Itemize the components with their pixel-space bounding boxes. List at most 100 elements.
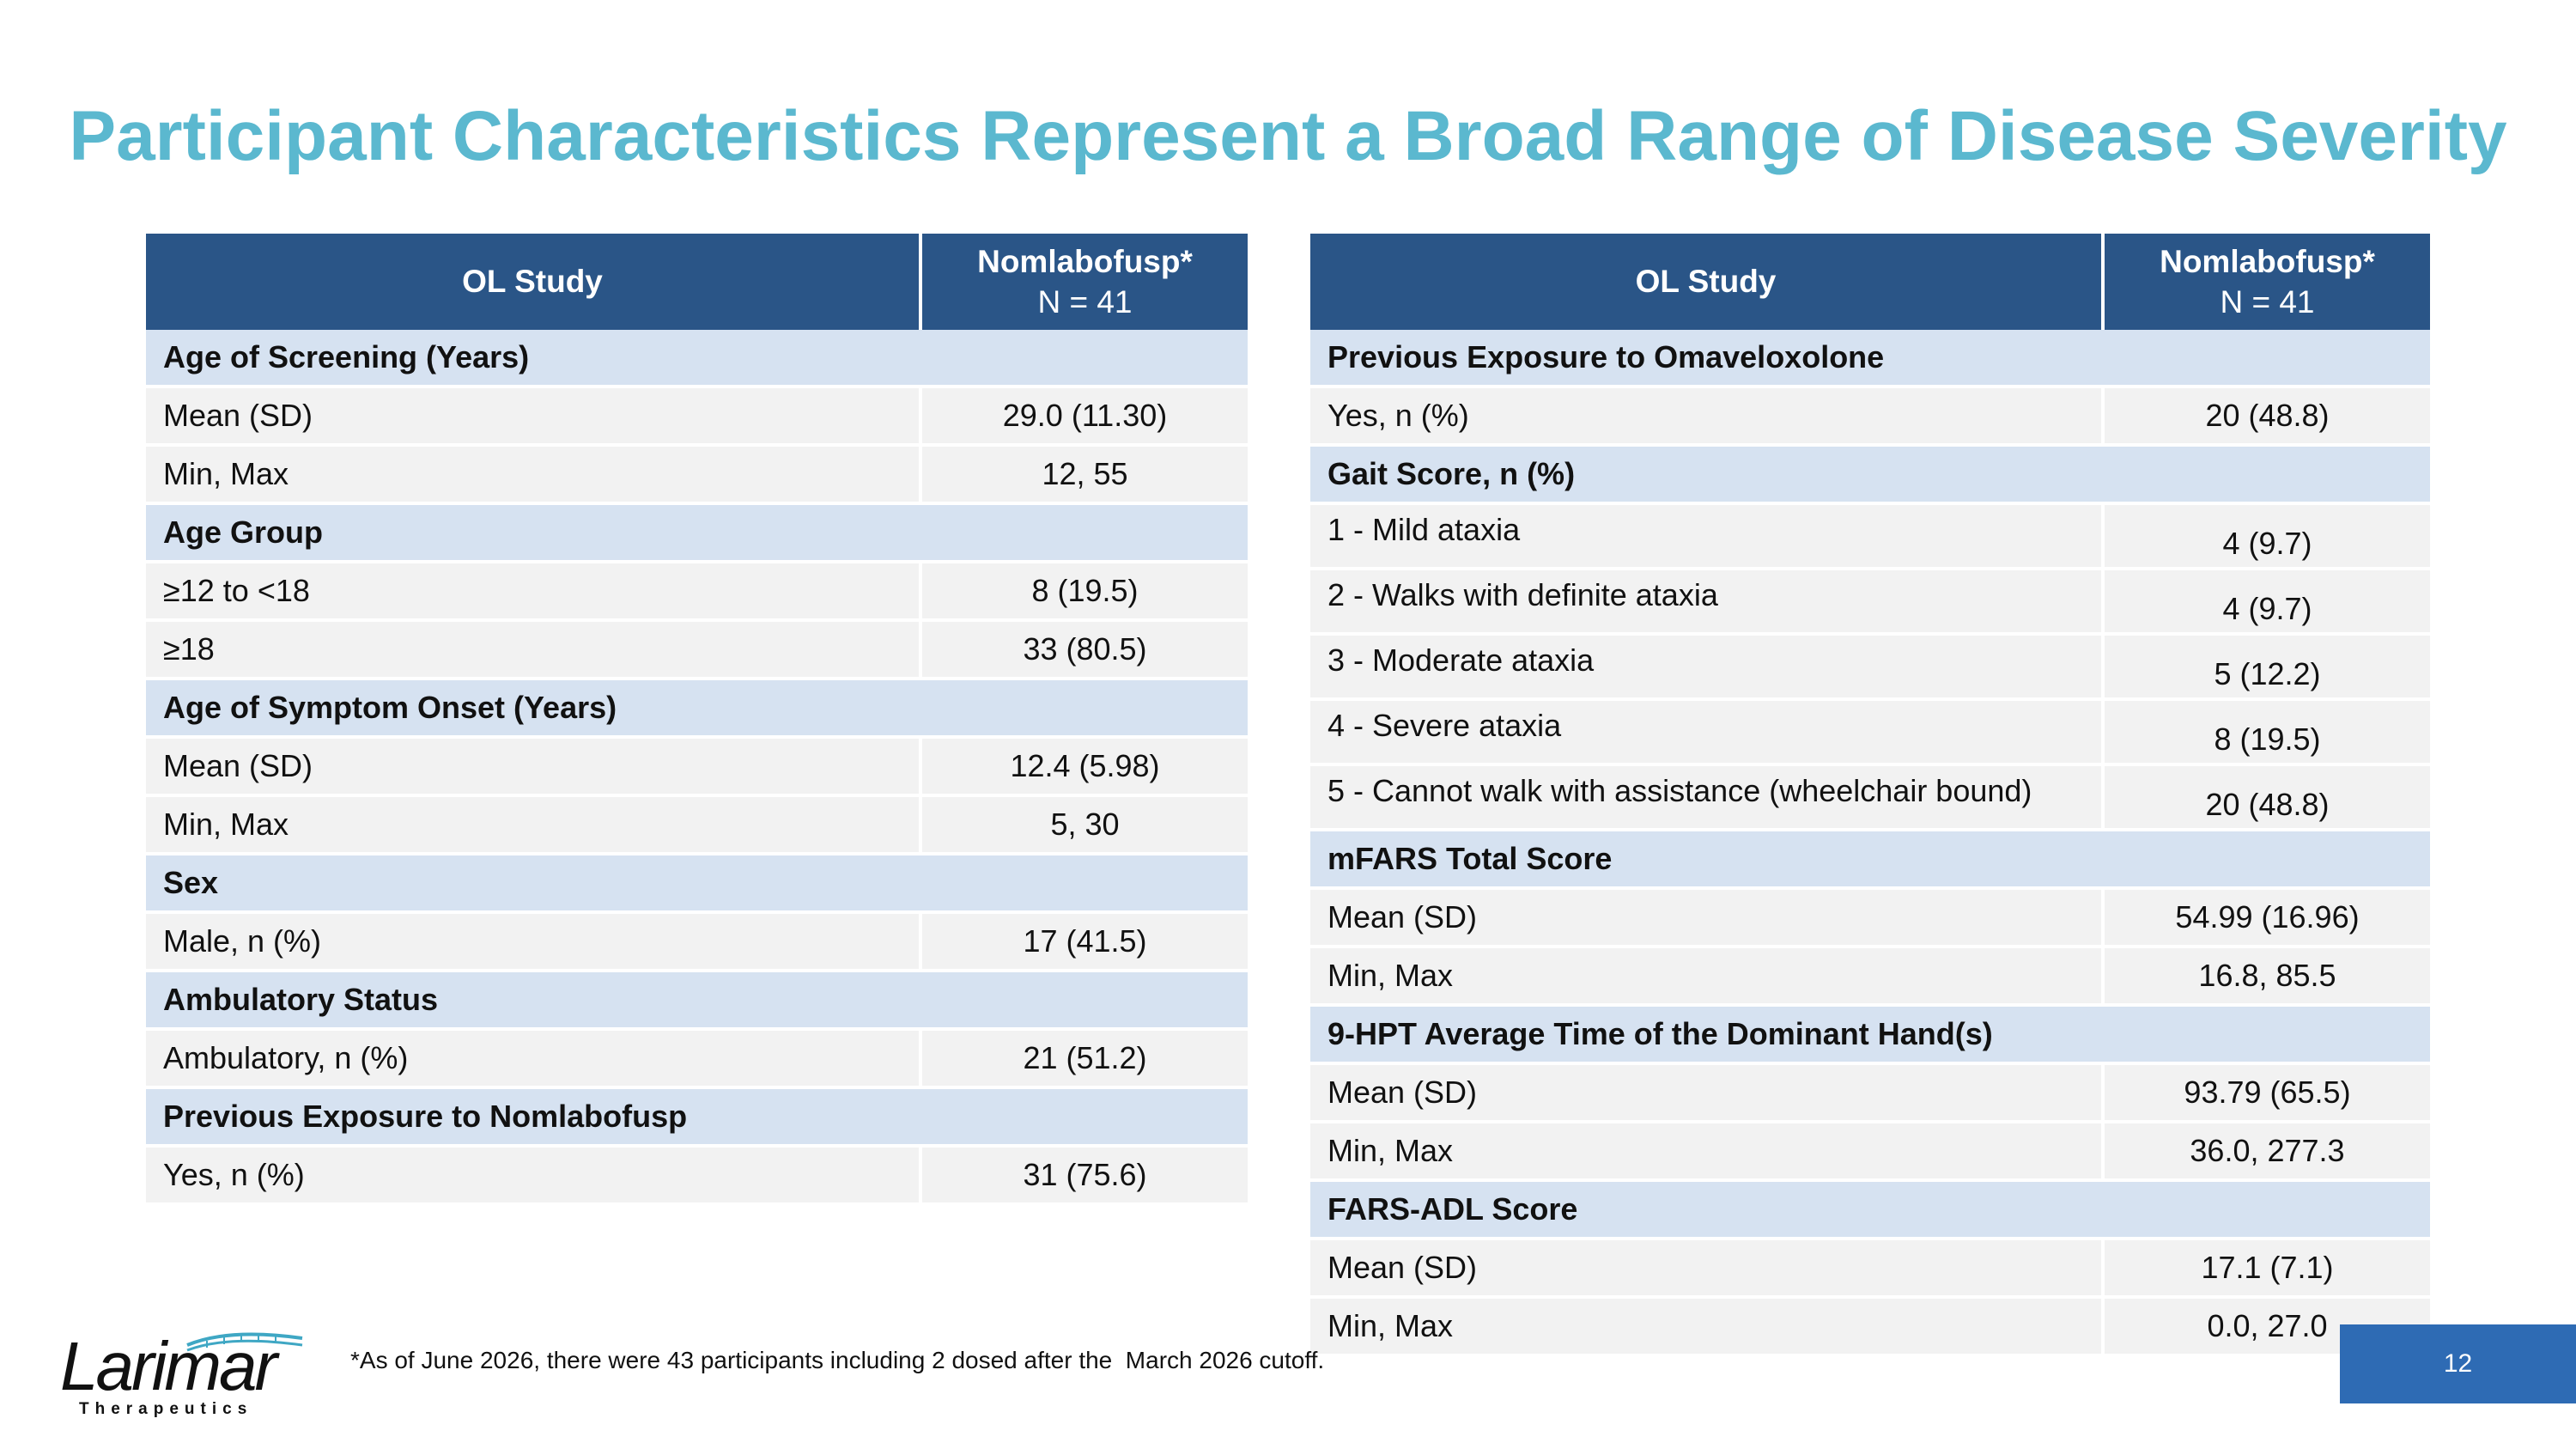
characteristics-table-left: OL Study Nomlabofusp* N = 41 Age of Scre… xyxy=(146,234,1248,1206)
row-label: ≥18 xyxy=(146,620,922,680)
section-label: 9-HPT Average Time of the Dominant Hand(… xyxy=(1310,1005,2430,1065)
row-label: 5 - Cannot walk with assistance (wheelch… xyxy=(1310,764,2105,831)
table-row: Mean (SD) 54.99 (16.96) xyxy=(1310,888,2430,948)
column-header-treatment: Nomlabofusp* N = 41 xyxy=(920,234,1248,330)
section-header-row: Previous Exposure to Omaveloxolone xyxy=(1310,330,2430,388)
row-label: Min, Max xyxy=(1310,1122,2105,1182)
table-row: Mean (SD) 29.0 (11.30) xyxy=(146,387,1248,447)
table-row: ≥18 33 (80.5) xyxy=(146,620,1248,680)
section-header-row: Age of Screening (Years) xyxy=(146,330,1248,388)
section-header-row: mFARS Total Score xyxy=(1310,830,2430,890)
section-header-row: FARS-ADL Score xyxy=(1310,1180,2430,1240)
table-header-row: OL Study Nomlabofusp* N = 41 xyxy=(146,234,1248,330)
row-value: 4 (9.7) xyxy=(2103,569,2430,636)
row-label: Yes, n (%) xyxy=(1310,387,2105,447)
section-label: Age Group xyxy=(146,503,1248,563)
row-label: Min, Max xyxy=(146,795,922,855)
row-value: 12.4 (5.98) xyxy=(920,737,1248,797)
section-header-row: Age of Symptom Onset (Years) xyxy=(146,679,1248,739)
row-label: Min, Max xyxy=(1310,947,2105,1007)
section-header-row: Previous Exposure to Nomlabofusp xyxy=(146,1087,1248,1148)
section-label: Ambulatory Status xyxy=(146,971,1248,1031)
row-value: 17 (41.5) xyxy=(920,912,1248,972)
table-row: Min, Max 36.0, 277.3 xyxy=(1310,1122,2430,1182)
slide-title: Participant Characteristics Represent a … xyxy=(69,97,2507,175)
table-row: Male, n (%) 17 (41.5) xyxy=(146,912,1248,972)
treatment-name: Nomlabofusp* xyxy=(2160,243,2375,279)
treatment-n: N = 41 xyxy=(2220,284,2315,320)
table-row: 4 - Severe ataxia 8 (19.5) xyxy=(1310,699,2430,766)
table-row: 5 - Cannot walk with assistance (wheelch… xyxy=(1310,764,2430,831)
table-row: 2 - Walks with definite ataxia 4 (9.7) xyxy=(1310,569,2430,636)
section-header-row: Gait Score, n (%) xyxy=(1310,445,2430,505)
logo-accent-mark xyxy=(186,1332,303,1352)
row-value: 17.1 (7.1) xyxy=(2103,1239,2430,1299)
section-label: Sex xyxy=(146,854,1248,914)
table-row: Yes, n (%) 20 (48.8) xyxy=(1310,387,2430,447)
logo-wordmark: Larimar xyxy=(60,1328,281,1404)
row-label: 2 - Walks with definite ataxia xyxy=(1310,569,2105,636)
row-label: Mean (SD) xyxy=(1310,888,2105,948)
row-value: 20 (48.8) xyxy=(2103,387,2430,447)
footnote: *As of June 2026, there were 43 particip… xyxy=(350,1347,1325,1373)
larimar-logo: Larimar Therapeutics xyxy=(60,1328,303,1417)
row-label: Mean (SD) xyxy=(146,737,922,797)
treatment-name: Nomlabofusp* xyxy=(977,243,1193,279)
row-value: 33 (80.5) xyxy=(920,620,1248,680)
row-label: Male, n (%) xyxy=(146,912,922,972)
page-number: 12 xyxy=(2443,1349,2473,1378)
table-row: Mean (SD) 12.4 (5.98) xyxy=(146,737,1248,797)
row-value: 31 (75.6) xyxy=(920,1146,1248,1206)
row-value: 4 (9.7) xyxy=(2103,503,2430,570)
row-value: 93.79 (65.5) xyxy=(2103,1063,2430,1123)
row-label: Mean (SD) xyxy=(146,387,922,447)
table-row: ≥12 to <18 8 (19.5) xyxy=(146,562,1248,622)
table-row: 3 - Moderate ataxia 5 (12.2) xyxy=(1310,634,2430,701)
table-row: Min, Max 0.0, 27.0 xyxy=(1310,1297,2430,1357)
row-value: 29.0 (11.30) xyxy=(920,387,1248,447)
table-row: Yes, n (%) 31 (75.6) xyxy=(146,1146,1248,1206)
row-label: Mean (SD) xyxy=(1310,1239,2105,1299)
row-value: 16.8, 85.5 xyxy=(2103,947,2430,1007)
row-label: Mean (SD) xyxy=(1310,1063,2105,1123)
column-header-study: OL Study xyxy=(146,234,922,330)
row-label: 4 - Severe ataxia xyxy=(1310,699,2105,766)
table-row: Min, Max 16.8, 85.5 xyxy=(1310,947,2430,1007)
row-value: 8 (19.5) xyxy=(920,562,1248,622)
table-row: Min, Max 12, 55 xyxy=(146,445,1248,505)
section-label: Previous Exposure to Nomlabofusp xyxy=(146,1087,1248,1148)
table-row: 1 - Mild ataxia 4 (9.7) xyxy=(1310,503,2430,570)
treatment-n: N = 41 xyxy=(1037,284,1133,320)
row-value: 21 (51.2) xyxy=(920,1029,1248,1089)
section-header-row: Ambulatory Status xyxy=(146,971,1248,1031)
section-label: Age of Symptom Onset (Years) xyxy=(146,679,1248,739)
row-label: Ambulatory, n (%) xyxy=(146,1029,922,1089)
section-header-row: 9-HPT Average Time of the Dominant Hand(… xyxy=(1310,1005,2430,1065)
table-row: Min, Max 5, 30 xyxy=(146,795,1248,855)
row-label: 3 - Moderate ataxia xyxy=(1310,634,2105,701)
characteristics-table-right: OL Study Nomlabofusp* N = 41 Previous Ex… xyxy=(1310,234,2430,1357)
section-label: Gait Score, n (%) xyxy=(1310,445,2430,505)
section-header-row: Age Group xyxy=(146,503,1248,563)
section-label: Previous Exposure to Omaveloxolone xyxy=(1310,330,2430,388)
table-row: Ambulatory, n (%) 21 (51.2) xyxy=(146,1029,1248,1089)
row-value: 36.0, 277.3 xyxy=(2103,1122,2430,1182)
row-label: Min, Max xyxy=(146,445,922,505)
table-row: Mean (SD) 17.1 (7.1) xyxy=(1310,1239,2430,1299)
row-value: 5, 30 xyxy=(920,795,1248,855)
row-label: Min, Max xyxy=(1310,1297,2105,1357)
section-label: mFARS Total Score xyxy=(1310,830,2430,890)
row-value: 12, 55 xyxy=(920,445,1248,505)
row-label: ≥12 to <18 xyxy=(146,562,922,622)
row-label: 1 - Mild ataxia xyxy=(1310,503,2105,570)
table-row: Mean (SD) 93.79 (65.5) xyxy=(1310,1063,2430,1123)
table-header-row: OL Study Nomlabofusp* N = 41 xyxy=(1310,234,2430,330)
row-value: 8 (19.5) xyxy=(2103,699,2430,766)
column-header-study: OL Study xyxy=(1310,234,2105,330)
section-label: FARS-ADL Score xyxy=(1310,1180,2430,1240)
section-label: Age of Screening (Years) xyxy=(146,330,1248,388)
row-value: 5 (12.2) xyxy=(2103,634,2430,701)
page-number-box: 12 xyxy=(2340,1324,2576,1403)
row-label: Yes, n (%) xyxy=(146,1146,922,1206)
column-header-treatment: Nomlabofusp* N = 41 xyxy=(2103,234,2430,330)
